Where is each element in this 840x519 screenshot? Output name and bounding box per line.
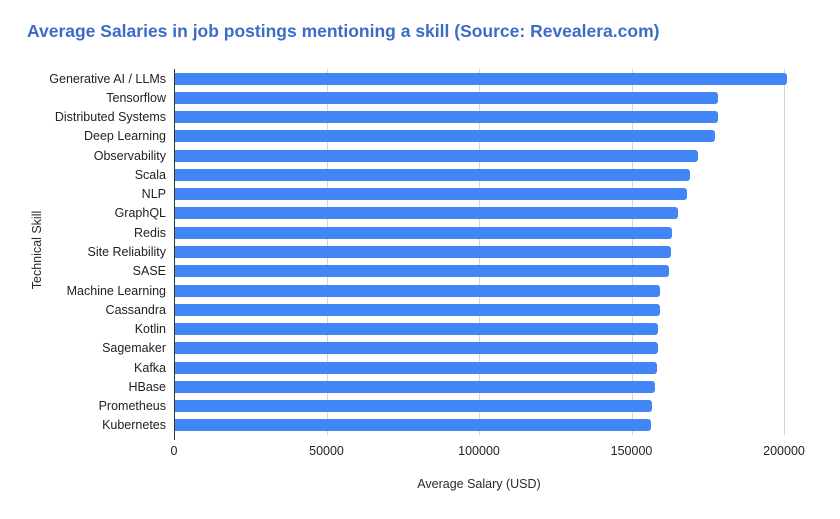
bar xyxy=(175,226,673,239)
bar xyxy=(175,284,660,297)
category-label: Sagemaker xyxy=(102,341,166,356)
category-label: Tensorflow xyxy=(106,90,166,105)
x-tick-label: 0 xyxy=(170,444,178,458)
chart-title: Average Salaries in job postings mention… xyxy=(27,21,660,41)
bar xyxy=(175,342,659,355)
bar xyxy=(175,188,688,201)
bar xyxy=(175,149,699,162)
category-label: NLP xyxy=(141,187,166,202)
bar xyxy=(175,400,653,413)
axis-baseline xyxy=(174,69,175,440)
category-label: Cassandra xyxy=(105,302,166,317)
bar xyxy=(175,91,718,104)
category-label: Generative AI / LLMs xyxy=(49,71,166,86)
category-label: Machine Learning xyxy=(66,283,166,298)
bar xyxy=(175,323,659,336)
bar xyxy=(175,265,670,278)
bar xyxy=(175,168,691,181)
bar xyxy=(175,246,671,258)
x-tick-label: 50000 xyxy=(309,444,344,458)
bar xyxy=(175,130,715,143)
category-label: Scala xyxy=(134,167,166,182)
category-label: Site Reliability xyxy=(87,245,166,259)
bar xyxy=(175,361,657,374)
bar xyxy=(175,380,656,393)
category-label: Kotlin xyxy=(134,322,166,337)
bar xyxy=(175,419,651,432)
bar xyxy=(175,72,787,85)
category-label: Observability xyxy=(93,148,166,163)
category-label: SASE xyxy=(132,264,166,279)
category-label: Redis xyxy=(134,225,166,240)
category-label: Prometheus xyxy=(98,399,166,414)
bar xyxy=(175,303,660,316)
x-axis-title: Average Salary (USD) xyxy=(417,477,541,491)
category-label: GraphQL xyxy=(114,206,166,221)
category-label: Kubernetes xyxy=(102,418,166,433)
category-label: HBase xyxy=(128,379,166,394)
gridline xyxy=(784,69,785,435)
x-tick-label: 200000 xyxy=(763,444,805,458)
bar xyxy=(175,207,679,220)
category-label: Distributed Systems xyxy=(54,110,166,125)
x-tick-label: 100000 xyxy=(458,444,500,458)
category-label: Kafka xyxy=(134,360,166,375)
x-tick-label: 150000 xyxy=(610,444,653,458)
category-label: Deep Learning xyxy=(83,129,166,144)
bar xyxy=(175,111,718,124)
